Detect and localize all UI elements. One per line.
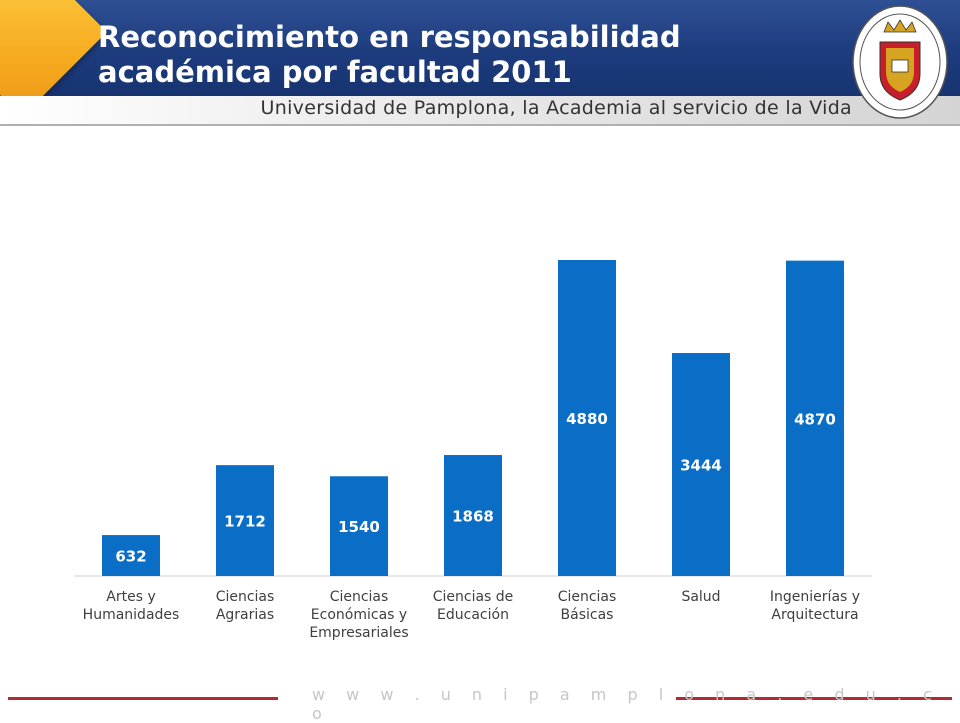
category-label-line: Arquitectura xyxy=(771,607,858,623)
university-seal-logo xyxy=(852,5,948,119)
bar-3 xyxy=(444,455,502,576)
bar-6 xyxy=(786,260,844,576)
category-label-line: Humanidades xyxy=(83,607,180,623)
category-label-line: Ciencias xyxy=(330,589,389,605)
category-label-2: Ciencias Económicas y Empresariales xyxy=(309,589,408,641)
bar-0 xyxy=(102,535,160,576)
data-label-1: 1712 xyxy=(224,513,266,531)
data-label-3: 1868 xyxy=(452,508,494,526)
footer-line-left xyxy=(8,697,278,700)
category-label-line: Educación xyxy=(437,607,509,623)
category-label-5: Salud xyxy=(681,589,720,605)
bar-2 xyxy=(330,476,388,576)
category-label-line: Ciencias xyxy=(558,589,617,605)
data-label-6: 4870 xyxy=(794,410,836,428)
header-bar: Reconocimiento en responsabilidad académ… xyxy=(0,0,960,117)
data-label-0: 632 xyxy=(115,548,146,566)
category-label-1: Ciencias Agrarias xyxy=(216,589,275,623)
slide-subtitle: Universidad de Pamplona, la Academia al … xyxy=(260,97,852,119)
footer-url: w w w . u n i p a m p l o n a . e d u . … xyxy=(312,685,940,723)
category-label-line: Artes y xyxy=(106,589,155,605)
bar-1 xyxy=(216,465,274,576)
category-label-0: Artes y Humanidades xyxy=(83,589,180,623)
category-label-3: Ciencias de Educación xyxy=(433,589,514,623)
data-label-4: 4880 xyxy=(566,410,608,428)
category-label-line: Empresariales xyxy=(309,625,408,641)
slide-title: Reconocimiento en responsabilidad académ… xyxy=(98,20,681,89)
subtitle-band: Universidad de Pamplona, la Academia al … xyxy=(0,96,960,126)
category-label-line: Agrarias xyxy=(216,607,274,623)
data-label-5: 3444 xyxy=(680,456,722,474)
data-label-2: 1540 xyxy=(338,518,380,536)
category-label-line: Económicas y xyxy=(311,607,407,623)
footer-line-right xyxy=(676,697,952,700)
category-label-line: Básicas xyxy=(561,607,614,623)
category-label-6: Ingenierías y Arquitectura xyxy=(770,589,860,623)
category-label-line: Ciencias xyxy=(216,589,275,605)
category-label-line: Ingenierías y xyxy=(770,589,860,605)
bar-5 xyxy=(672,352,730,576)
bar-4 xyxy=(558,260,616,576)
category-label-line: Ciencias de xyxy=(433,589,514,605)
category-label-4: Ciencias Básicas xyxy=(558,589,617,623)
category-label-line: Salud xyxy=(681,589,720,605)
